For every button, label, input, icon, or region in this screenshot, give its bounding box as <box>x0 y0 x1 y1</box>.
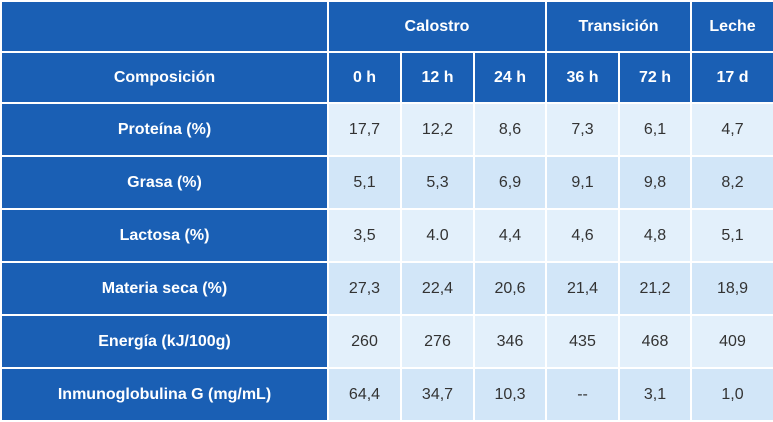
table-row: Grasa (%) 5,1 5,3 6,9 9,1 9,8 8,2 <box>0 155 773 210</box>
table-cell: 22,4 <box>400 261 475 316</box>
time-header: 36 h <box>545 51 621 104</box>
table-cell: 64,4 <box>327 367 402 422</box>
table-cell: 18,9 <box>690 261 773 316</box>
table-row: Inmunoglobulina G (mg/mL) 64,4 34,7 10,3 -- 3… <box>0 367 773 422</box>
table-cell: 8,2 <box>690 155 773 210</box>
time-header: 72 h <box>618 51 693 104</box>
header-blank-cell <box>0 0 329 53</box>
group-header-row: Calostro Transición Leche <box>0 0 773 53</box>
table-cell: 435 <box>545 314 621 369</box>
table-cell: 9,8 <box>618 155 693 210</box>
table-cell: 4,8 <box>618 208 693 263</box>
row-label: Grasa (%) <box>0 155 329 210</box>
table-row: Proteína (%) 17,7 12,2 8,6 7,3 6,1 4,7 <box>0 102 773 157</box>
table-row: Lactosa (%) 3,5 4.0 4,4 4,6 4,8 5,1 <box>0 208 773 263</box>
table-cell: 4,6 <box>545 208 621 263</box>
table-cell: 20,6 <box>472 261 548 316</box>
table-cell: 4,7 <box>690 102 773 157</box>
time-header: 12 h <box>400 51 475 104</box>
table-cell: 7,3 <box>545 102 621 157</box>
table-cell: -- <box>545 367 621 422</box>
table-cell: 4,4 <box>472 208 548 263</box>
time-header: 24 h <box>472 51 548 104</box>
table-cell: 12,2 <box>400 102 475 157</box>
table-cell: 1,0 <box>690 367 773 422</box>
table-body: Proteína (%) 17,7 12,2 8,6 7,3 6,1 4,7 Grasa (%… <box>0 102 773 422</box>
table-cell: 21,2 <box>618 261 693 316</box>
table-cell: 21,4 <box>545 261 621 316</box>
table-cell: 34,7 <box>400 367 475 422</box>
table-cell: 4.0 <box>400 208 475 263</box>
row-label: Inmunoglobulina G (mg/mL) <box>0 367 329 422</box>
row-label: Energía (kJ/100g) <box>0 314 329 369</box>
table-cell: 9,1 <box>545 155 621 210</box>
table-cell: 346 <box>472 314 548 369</box>
table-cell: 276 <box>400 314 475 369</box>
composition-header: Composición <box>0 51 329 104</box>
table-row: Materia seca (%) 27,3 22,4 20,6 21,4 21,2 18,9 <box>0 261 773 316</box>
table-cell: 5,1 <box>690 208 773 263</box>
table-cell: 3,1 <box>618 367 693 422</box>
group-header-transicion: Transición <box>545 0 693 53</box>
table-cell: 5,1 <box>327 155 402 210</box>
table-cell: 260 <box>327 314 402 369</box>
row-label: Materia seca (%) <box>0 261 329 316</box>
row-label: Proteína (%) <box>0 102 329 157</box>
time-header: 0 h <box>327 51 402 104</box>
table-cell: 10,3 <box>472 367 548 422</box>
table-cell: 3,5 <box>327 208 402 263</box>
time-header-row: Composición 0 h 12 h 24 h 36 h 72 h 17 d <box>0 51 773 104</box>
row-label: Lactosa (%) <box>0 208 329 263</box>
table-cell: 5,3 <box>400 155 475 210</box>
table-cell: 409 <box>690 314 773 369</box>
table-cell: 8,6 <box>472 102 548 157</box>
table-row: Energía (kJ/100g) 260 276 346 435 468 409 <box>0 314 773 369</box>
time-header: 17 d <box>690 51 773 104</box>
group-header-leche: Leche <box>690 0 773 53</box>
table-cell: 6,9 <box>472 155 548 210</box>
group-header-calostro: Calostro <box>326 0 548 53</box>
table-cell: 468 <box>618 314 693 369</box>
table-cell: 17,7 <box>327 102 402 157</box>
table-cell: 6,1 <box>618 102 693 157</box>
table-cell: 27,3 <box>327 261 402 316</box>
